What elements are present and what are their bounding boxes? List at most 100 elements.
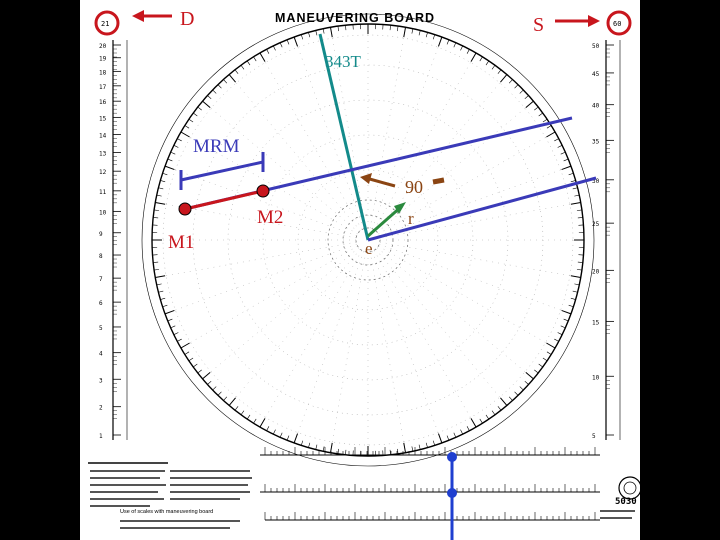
degree-tick xyxy=(193,112,198,117)
degree-tick xyxy=(570,297,576,300)
arrow-right-icon xyxy=(588,15,600,27)
radial-line xyxy=(371,47,439,229)
degree-tick xyxy=(234,69,239,74)
degree-tick xyxy=(557,145,563,148)
radial-line xyxy=(236,249,361,398)
degree-tick xyxy=(485,60,490,66)
degree-tick xyxy=(446,39,450,45)
degree-tick xyxy=(389,449,391,455)
degree-tick xyxy=(577,261,583,263)
degree-tick xyxy=(561,165,572,171)
degree-tick xyxy=(525,372,534,380)
degree-tick xyxy=(546,131,556,138)
radial-line xyxy=(375,249,500,398)
degree-tick xyxy=(570,275,581,279)
degree-tick xyxy=(491,65,496,70)
m2-label: M2 xyxy=(257,207,283,228)
perpendicular-arrow xyxy=(365,176,396,188)
left-scale-tick-label: 14 xyxy=(99,132,107,139)
degree-tick xyxy=(293,433,299,444)
degree-tick xyxy=(188,357,194,362)
degree-tick xyxy=(180,131,190,138)
m2-point xyxy=(256,184,270,198)
polar-plot xyxy=(141,13,595,467)
left-scale-tick-label: 19 xyxy=(99,56,107,63)
degree-tick xyxy=(197,106,202,111)
degree-tick xyxy=(228,397,236,406)
left-scale-tick-label: 6 xyxy=(99,300,103,307)
seal-icon xyxy=(618,476,642,500)
radial-line xyxy=(332,251,367,442)
degree-tick xyxy=(228,74,236,83)
degree-tick xyxy=(397,26,399,32)
degree-tick xyxy=(184,125,190,129)
radial-line xyxy=(175,169,357,237)
degree-tick xyxy=(508,396,513,401)
degree-tick xyxy=(177,138,182,142)
degree-tick xyxy=(508,79,513,84)
degree-tick xyxy=(572,187,578,190)
degree-tick xyxy=(170,325,176,329)
left-scale-tick-label: 7 xyxy=(99,276,103,283)
degree-tick xyxy=(286,39,290,45)
degree-tick xyxy=(577,217,583,219)
left-scale-tick-label: 4 xyxy=(99,351,103,358)
degree-tick xyxy=(177,338,182,342)
degree-tick xyxy=(322,28,325,34)
radial-line xyxy=(379,204,570,239)
degree-tick xyxy=(160,180,166,183)
degree-tick xyxy=(293,36,299,47)
degree-tick xyxy=(397,448,399,454)
degree-tick xyxy=(240,65,245,70)
degree-tick xyxy=(217,84,222,89)
d-arrow: D xyxy=(132,8,194,30)
board-title: MANEUVERING BOARD xyxy=(275,11,435,25)
degree-tick xyxy=(538,112,543,117)
degree-tick xyxy=(403,27,407,38)
speed-vector-line xyxy=(367,176,597,242)
degree-tick xyxy=(155,201,166,205)
degree-tick xyxy=(315,30,318,36)
degree-tick xyxy=(266,49,270,54)
degree-tick xyxy=(542,118,548,123)
ninety-label: 90 xyxy=(405,177,423,197)
mrm-label: MRM xyxy=(193,136,240,157)
degree-tick xyxy=(322,446,325,452)
right-scale-tick-label: 35 xyxy=(592,138,600,145)
degree-tick xyxy=(158,290,164,293)
degree-tick xyxy=(173,145,179,148)
degree-tick xyxy=(240,410,245,415)
s-arrow: S xyxy=(533,14,600,36)
right-scale-tick-label: 30 xyxy=(592,178,600,185)
degree-tick xyxy=(337,26,339,32)
degree-tick xyxy=(563,318,569,322)
radial-line xyxy=(265,250,363,418)
e-label: e xyxy=(365,239,373,258)
radial-line xyxy=(210,108,359,233)
left-scale-tick-label: 20 xyxy=(99,43,107,50)
degree-tick xyxy=(300,34,304,40)
maneuvering-board-sheet xyxy=(80,0,640,540)
degree-tick xyxy=(223,396,228,401)
right-scale-tick-label: 15 xyxy=(592,319,600,326)
right-scale-tick-label: 10 xyxy=(592,374,600,381)
right-scale-marker: 60 xyxy=(606,10,632,36)
right-scale-tick-label: 20 xyxy=(592,268,600,275)
radial-line xyxy=(373,62,471,230)
radial-line xyxy=(166,204,357,239)
degree-tick xyxy=(534,369,539,374)
radial-line xyxy=(369,38,404,229)
degree-tick xyxy=(554,138,559,142)
m1-label: M1 xyxy=(168,232,194,253)
degree-tick xyxy=(568,304,574,308)
left-scale-marker: 21 xyxy=(94,10,120,36)
degree-tick xyxy=(437,36,443,47)
left-scale-tick-label: 5 xyxy=(99,325,103,332)
degree-tick xyxy=(479,418,483,424)
radial-line xyxy=(378,137,546,235)
degree-tick xyxy=(154,269,160,271)
degree-tick xyxy=(253,56,257,62)
degree-tick xyxy=(279,432,283,438)
left-log-scale: 20 19 18 17 16 15 14 13 12 11 10 9 8 7 6 5 4 3 2 1 xyxy=(99,40,128,440)
